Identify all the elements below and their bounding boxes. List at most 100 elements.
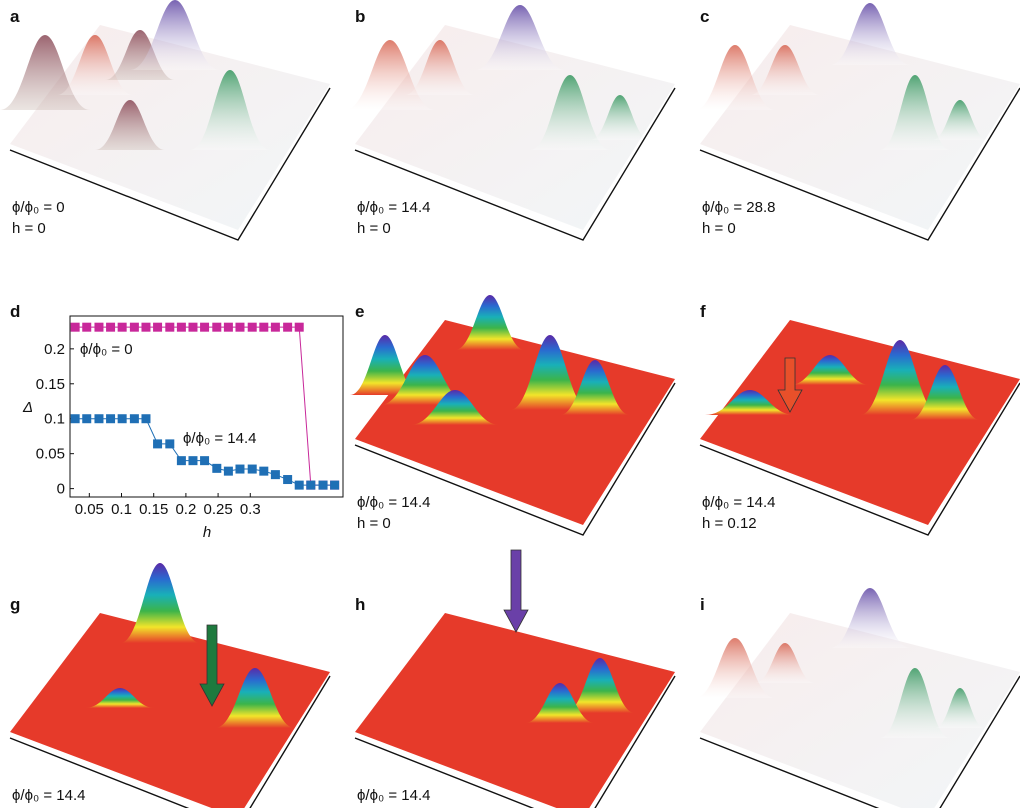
data-point: [117, 322, 127, 332]
data-point: [247, 464, 257, 474]
data-point: [223, 322, 233, 332]
surface-peak: [410, 390, 500, 425]
series-line: [75, 418, 335, 486]
data-point: [283, 475, 293, 485]
x-tick-label: 0.2: [175, 501, 196, 518]
panel-label: b: [355, 7, 365, 26]
surface-peak: [350, 335, 420, 395]
data-point: [165, 322, 175, 332]
surface-peak: [755, 643, 815, 683]
surface: [10, 613, 330, 808]
surface-peak: [830, 3, 910, 65]
x-tick-label: 0.1: [111, 501, 132, 518]
data-point: [141, 414, 151, 424]
panel-label: c: [700, 7, 709, 26]
data-point: [94, 414, 104, 424]
surface-peak: [910, 365, 980, 420]
data-point: [94, 322, 104, 332]
y-axis-label: Δ: [22, 399, 33, 416]
chart: 0 0.05 0.1 0.15 0.2 0.05 0.1 0.15 0.2 0.25 0.3 Δh ϕ/…: [22, 315, 344, 541]
data-point: [188, 456, 198, 466]
surface-peak: [215, 668, 295, 728]
data-point: [70, 322, 80, 332]
surface-base-edge: [699, 675, 1020, 808]
surface-peak: [95, 100, 165, 150]
data-point: [235, 464, 245, 474]
surface-peak: [790, 355, 870, 385]
surface-peak: [190, 70, 270, 150]
panel-caption: ϕ/ϕ₀ = 14.4: [357, 199, 430, 216]
x-tick-label: 0.15: [139, 501, 168, 518]
data-point: [82, 322, 92, 332]
data-point: [270, 322, 280, 332]
panel-caption: ϕ/ϕ₀ = 28.8: [702, 199, 775, 216]
panel-caption: h = 0: [357, 220, 391, 237]
y-tick-label: 0.2: [44, 341, 65, 358]
data-point: [106, 414, 116, 424]
surface-peak: [85, 688, 155, 708]
data-point: [330, 480, 340, 490]
panel-label: g: [10, 595, 20, 614]
surface-peak: [530, 75, 610, 150]
panel-label: h: [355, 595, 365, 614]
panel-caption: ϕ/ϕ₀ = 0: [12, 199, 65, 216]
data-point: [141, 322, 151, 332]
surface-base-edge: [354, 382, 676, 536]
data-point: [82, 414, 92, 424]
surface-peak: [475, 5, 565, 70]
data-point: [283, 322, 293, 332]
data-point: [117, 414, 127, 424]
data-point: [270, 470, 280, 480]
arrow: [199, 624, 225, 707]
surface-peak: [830, 588, 910, 648]
data-point: [176, 322, 186, 332]
data-point: [223, 466, 233, 476]
annotation: ϕ/ϕ₀ = 0: [80, 341, 133, 358]
data-point: [129, 414, 139, 424]
panel-caption: ϕ/ϕ₀ = 14.4: [357, 494, 430, 511]
surface-base-edge: [354, 675, 676, 808]
data-point: [294, 322, 304, 332]
surface-base-edge: [354, 87, 676, 241]
data-point: [212, 463, 222, 473]
panel-caption: h = 0: [357, 515, 391, 532]
panel-caption: ϕ/ϕ₀ = 14.4: [12, 787, 85, 804]
x-axis-label: h: [203, 524, 211, 541]
surface-peak: [860, 340, 940, 415]
panel-label: i: [700, 595, 705, 614]
surface-peak: [932, 100, 988, 140]
data-point: [259, 322, 269, 332]
data-point: [70, 414, 80, 424]
data-point: [153, 322, 163, 332]
surface-base-edge: [699, 87, 1020, 241]
surface-peak: [705, 390, 795, 415]
y-tick-label: 0.1: [44, 411, 65, 428]
data-point: [306, 480, 316, 490]
surface-peak: [590, 95, 650, 140]
panel-label: e: [355, 302, 364, 321]
data-point: [165, 439, 175, 449]
annotation: ϕ/ϕ₀ = 14.4: [183, 430, 256, 447]
data-point: [235, 322, 245, 332]
surface-peak: [525, 683, 595, 723]
surface-peak: [880, 668, 950, 738]
data-point: [176, 456, 186, 466]
data-point: [294, 480, 304, 490]
data-point: [318, 480, 328, 490]
panel-caption: h = 0.12: [702, 515, 757, 532]
surface-peak: [455, 295, 525, 350]
data-point: [106, 322, 116, 332]
arrow: [777, 357, 803, 413]
panel-label: a: [10, 7, 20, 26]
surface-peak: [935, 688, 985, 728]
surface-base-edge: [9, 675, 331, 808]
y-tick-label: 0.15: [36, 376, 65, 393]
x-tick-label: 0.05: [75, 501, 104, 518]
panel-caption: ϕ/ϕ₀ = 14.4: [357, 787, 430, 804]
surface-peak: [405, 40, 475, 95]
surface-peak: [380, 355, 470, 405]
arrow: [503, 549, 529, 633]
surface-peak: [880, 75, 950, 150]
x-tick-label: 0.3: [240, 501, 261, 518]
